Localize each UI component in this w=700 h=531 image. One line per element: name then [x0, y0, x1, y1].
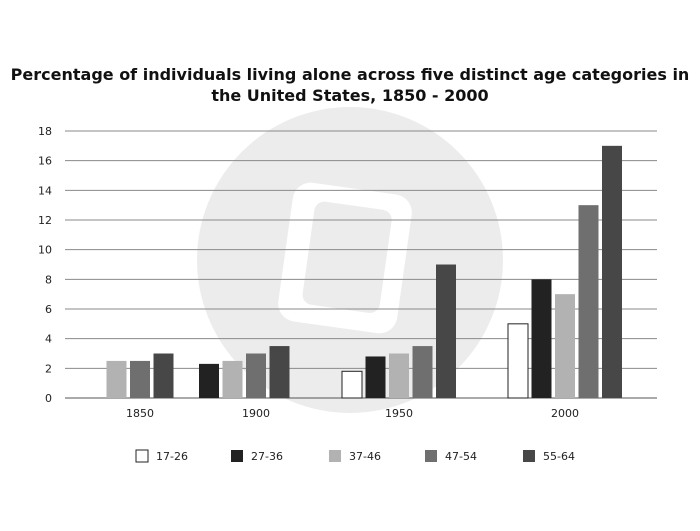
legend-label-47-54: 47-54	[445, 450, 477, 463]
y-tick-label: 10	[38, 244, 52, 257]
bar-55-64-1950	[436, 264, 456, 398]
bar-37-46-1900	[222, 360, 243, 398]
y-tick-label: 14	[38, 184, 52, 197]
x-tick-label: 1900	[242, 407, 270, 420]
y-tick-label: 6	[45, 303, 52, 316]
chart-title-line-1: Percentage of individuals living alone a…	[11, 65, 690, 84]
legend-label-55-64: 55-64	[543, 450, 575, 463]
y-tick-label: 2	[45, 362, 52, 375]
legend-swatch-47-54	[425, 450, 437, 462]
watermark	[197, 107, 503, 413]
chart-title-line-2: the United States, 1850 - 2000	[211, 86, 488, 105]
bar-47-54-1850	[130, 360, 150, 398]
x-tick-label: 1850	[126, 407, 154, 420]
y-tick-label: 4	[45, 333, 52, 346]
y-tick-label: 16	[38, 155, 52, 168]
x-tick-label: 1950	[385, 407, 413, 420]
legend-swatch-17-26	[135, 449, 149, 463]
bar-47-54-1950	[412, 346, 433, 398]
legend-swatch-37-46	[329, 450, 341, 462]
bar-27-36-1900	[199, 363, 219, 398]
bar-55-64-1900	[269, 346, 290, 398]
bar-55-64-2000	[602, 145, 622, 398]
y-tick-label: 12	[38, 214, 52, 227]
legend-label-37-46: 37-46	[349, 450, 381, 463]
y-tick-label: 18	[38, 125, 52, 138]
bar-37-46-1950	[389, 353, 409, 398]
bar-27-36-2000	[531, 279, 552, 398]
x-tick-label: 2000	[551, 407, 579, 420]
legend: 17-26 27-36 37-46 47-54 55-64	[135, 449, 575, 463]
legend-swatch-55-64	[523, 450, 535, 462]
y-tick-label: 0	[45, 392, 52, 405]
bar-55-64-1850	[153, 353, 174, 398]
bar-17-26-2000	[507, 323, 529, 399]
legend-swatch-27-36	[231, 450, 243, 462]
bar-37-46-2000	[555, 294, 575, 398]
bar-17-26-1950	[341, 370, 363, 399]
bar-27-36-1950	[365, 356, 386, 398]
legend-label-17-26: 17-26	[156, 450, 188, 463]
bars	[106, 145, 622, 399]
legend-label-27-36: 27-36	[251, 450, 283, 463]
bar-47-54-1900	[246, 353, 266, 398]
x-axis: 1850 1900 1950 2000	[126, 407, 579, 420]
bar-47-54-2000	[578, 205, 599, 398]
y-tick-label: 8	[45, 273, 52, 286]
bar-37-46-1850	[106, 360, 127, 398]
y-axis: 0 2 4 6 8 10 12 14 16 18	[38, 125, 52, 405]
